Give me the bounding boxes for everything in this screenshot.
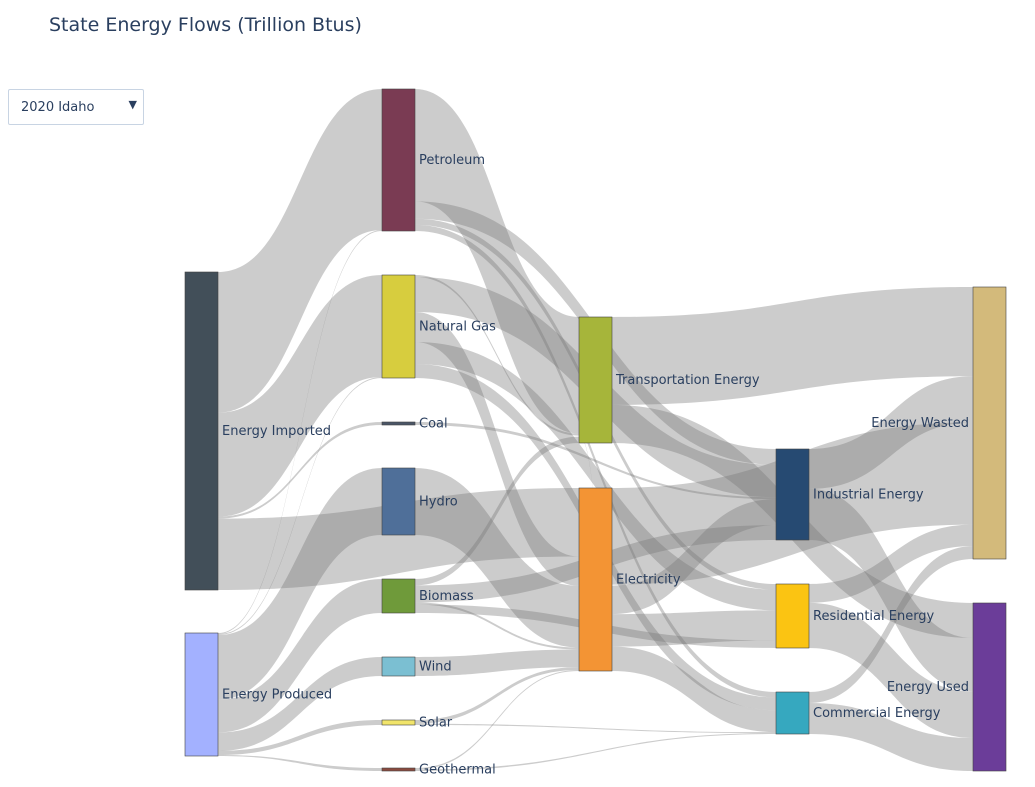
sankey-nodes bbox=[184, 88, 1007, 772]
sankey-node-produced[interactable] bbox=[184, 632, 219, 757]
sankey-link-natgas-to-residential[interactable] bbox=[415, 342, 776, 611]
sankey-label-petroleum: Petroleum bbox=[419, 153, 485, 168]
sankey-label-hydro: Hydro bbox=[419, 495, 458, 510]
sankey-link-hydro-to-electricity[interactable] bbox=[415, 468, 579, 648]
sankey-node-coal[interactable] bbox=[381, 421, 416, 426]
sankey-link-electricity-to-industrial[interactable] bbox=[612, 499, 776, 615]
sankey-node-residential[interactable] bbox=[775, 583, 810, 649]
sankey-link-coal-to-industrial[interactable] bbox=[415, 422, 776, 500]
sankey-node-transport[interactable] bbox=[578, 316, 613, 444]
sankey-link-petroleum-to-transport[interactable] bbox=[415, 89, 579, 434]
sankey-link-petroleum-to-commercial[interactable] bbox=[415, 224, 776, 698]
sankey-label-produced: Energy Produced bbox=[222, 688, 332, 703]
sankey-label-used: Energy Used bbox=[887, 680, 969, 695]
sankey-node-hydro[interactable] bbox=[381, 467, 416, 536]
sankey-link-natgas-to-transport[interactable] bbox=[415, 275, 579, 436]
sankey-label-wasted: Energy Wasted bbox=[871, 416, 969, 431]
sankey-label-transport: Transportation Energy bbox=[615, 373, 760, 388]
sankey-link-commercial-to-used[interactable] bbox=[809, 702, 973, 771]
sankey-node-commercial[interactable] bbox=[775, 691, 810, 735]
sankey-link-industrial-to-wasted[interactable] bbox=[809, 376, 973, 489]
sankey-label-industrial: Industrial Energy bbox=[813, 488, 924, 503]
sankey-link-produced-to-biomass[interactable] bbox=[218, 579, 382, 733]
sankey-link-imported-to-electricity[interactable] bbox=[218, 488, 579, 590]
sankey-node-imported[interactable] bbox=[184, 271, 219, 591]
sankey-node-natgas[interactable] bbox=[381, 274, 416, 379]
sankey-labels: Energy Imported Energy Produced Petroleum N… bbox=[222, 153, 969, 778]
sankey-label-coal: Coal bbox=[419, 417, 448, 432]
sankey-label-imported: Energy Imported bbox=[222, 424, 331, 439]
year-state-dropdown[interactable]: 2020 Idaho ▼ bbox=[8, 89, 144, 125]
sankey-link-imported-to-natgas[interactable] bbox=[218, 275, 382, 517]
sankey-link-produced-to-petroleum[interactable] bbox=[218, 229, 382, 635]
sankey-link-electricity-to-residential[interactable] bbox=[612, 610, 776, 647]
sankey-link-solar-to-electricity[interactable] bbox=[415, 667, 579, 724]
sankey-link-geothermal-to-commercial[interactable] bbox=[415, 733, 776, 771]
sankey-label-biomass: Biomass bbox=[419, 589, 474, 604]
sankey-link-biomass-to-electricity[interactable] bbox=[415, 602, 579, 650]
sankey-link-electricity-to-commercial[interactable] bbox=[612, 646, 776, 733]
sankey-link-produced-to-natgas[interactable] bbox=[218, 377, 382, 636]
sankey-label-electricity: Electricity bbox=[616, 573, 681, 588]
sankey-node-solar[interactable] bbox=[381, 719, 416, 726]
sankey-link-geothermal-to-electricity[interactable] bbox=[415, 670, 579, 770]
sankey-node-used[interactable] bbox=[972, 602, 1007, 772]
sankey-label-commercial: Commercial Energy bbox=[813, 706, 941, 721]
sankey-link-solar-to-commercial[interactable] bbox=[415, 723, 776, 734]
sankey-node-biomass[interactable] bbox=[381, 578, 416, 614]
sankey-link-imported-to-petroleum[interactable] bbox=[218, 89, 382, 413]
sankey-label-wind: Wind bbox=[419, 660, 452, 675]
sankey-link-commercial-to-wasted[interactable] bbox=[809, 546, 973, 703]
sankey-label-natgas: Natural Gas bbox=[419, 320, 496, 335]
chart-title: State Energy Flows (Trillion Btus) bbox=[49, 14, 362, 36]
sankey-link-residential-to-used[interactable] bbox=[809, 602, 973, 738]
sankey-node-industrial[interactable] bbox=[775, 448, 810, 541]
sankey-node-petroleum[interactable] bbox=[381, 88, 416, 232]
sankey-link-industrial-to-used[interactable] bbox=[809, 488, 973, 692]
chevron-down-icon: ▼ bbox=[128, 98, 137, 111]
sankey-link-transport-to-wasted[interactable] bbox=[612, 287, 973, 405]
dropdown-selected-value: 2020 Idaho bbox=[21, 100, 95, 115]
sankey-label-geothermal: Geothermal bbox=[419, 763, 496, 778]
sankey-link-biomass-to-transport[interactable] bbox=[415, 436, 579, 586]
sankey-node-electricity[interactable] bbox=[578, 487, 613, 672]
sankey-node-wind[interactable] bbox=[381, 656, 416, 677]
sankey-node-wasted[interactable] bbox=[972, 286, 1007, 560]
sankey-label-solar: Solar bbox=[419, 716, 453, 731]
sankey-label-residential: Residential Energy bbox=[813, 609, 935, 624]
sankey-link-wind-to-electricity[interactable] bbox=[415, 649, 579, 676]
sankey-node-geothermal[interactable] bbox=[381, 767, 416, 772]
sankey-link-produced-to-solar[interactable] bbox=[218, 720, 382, 755]
sankey-link-produced-to-wind[interactable] bbox=[218, 657, 382, 751]
sankey-link-imported-to-coal[interactable] bbox=[218, 422, 382, 519]
sankey-link-natgas-to-electricity[interactable] bbox=[415, 312, 579, 586]
sankey-link-residential-to-wasted[interactable] bbox=[809, 524, 973, 603]
sankey-link-produced-to-hydro[interactable] bbox=[218, 468, 382, 700]
sankey-link-produced-to-geothermal[interactable] bbox=[218, 754, 382, 771]
